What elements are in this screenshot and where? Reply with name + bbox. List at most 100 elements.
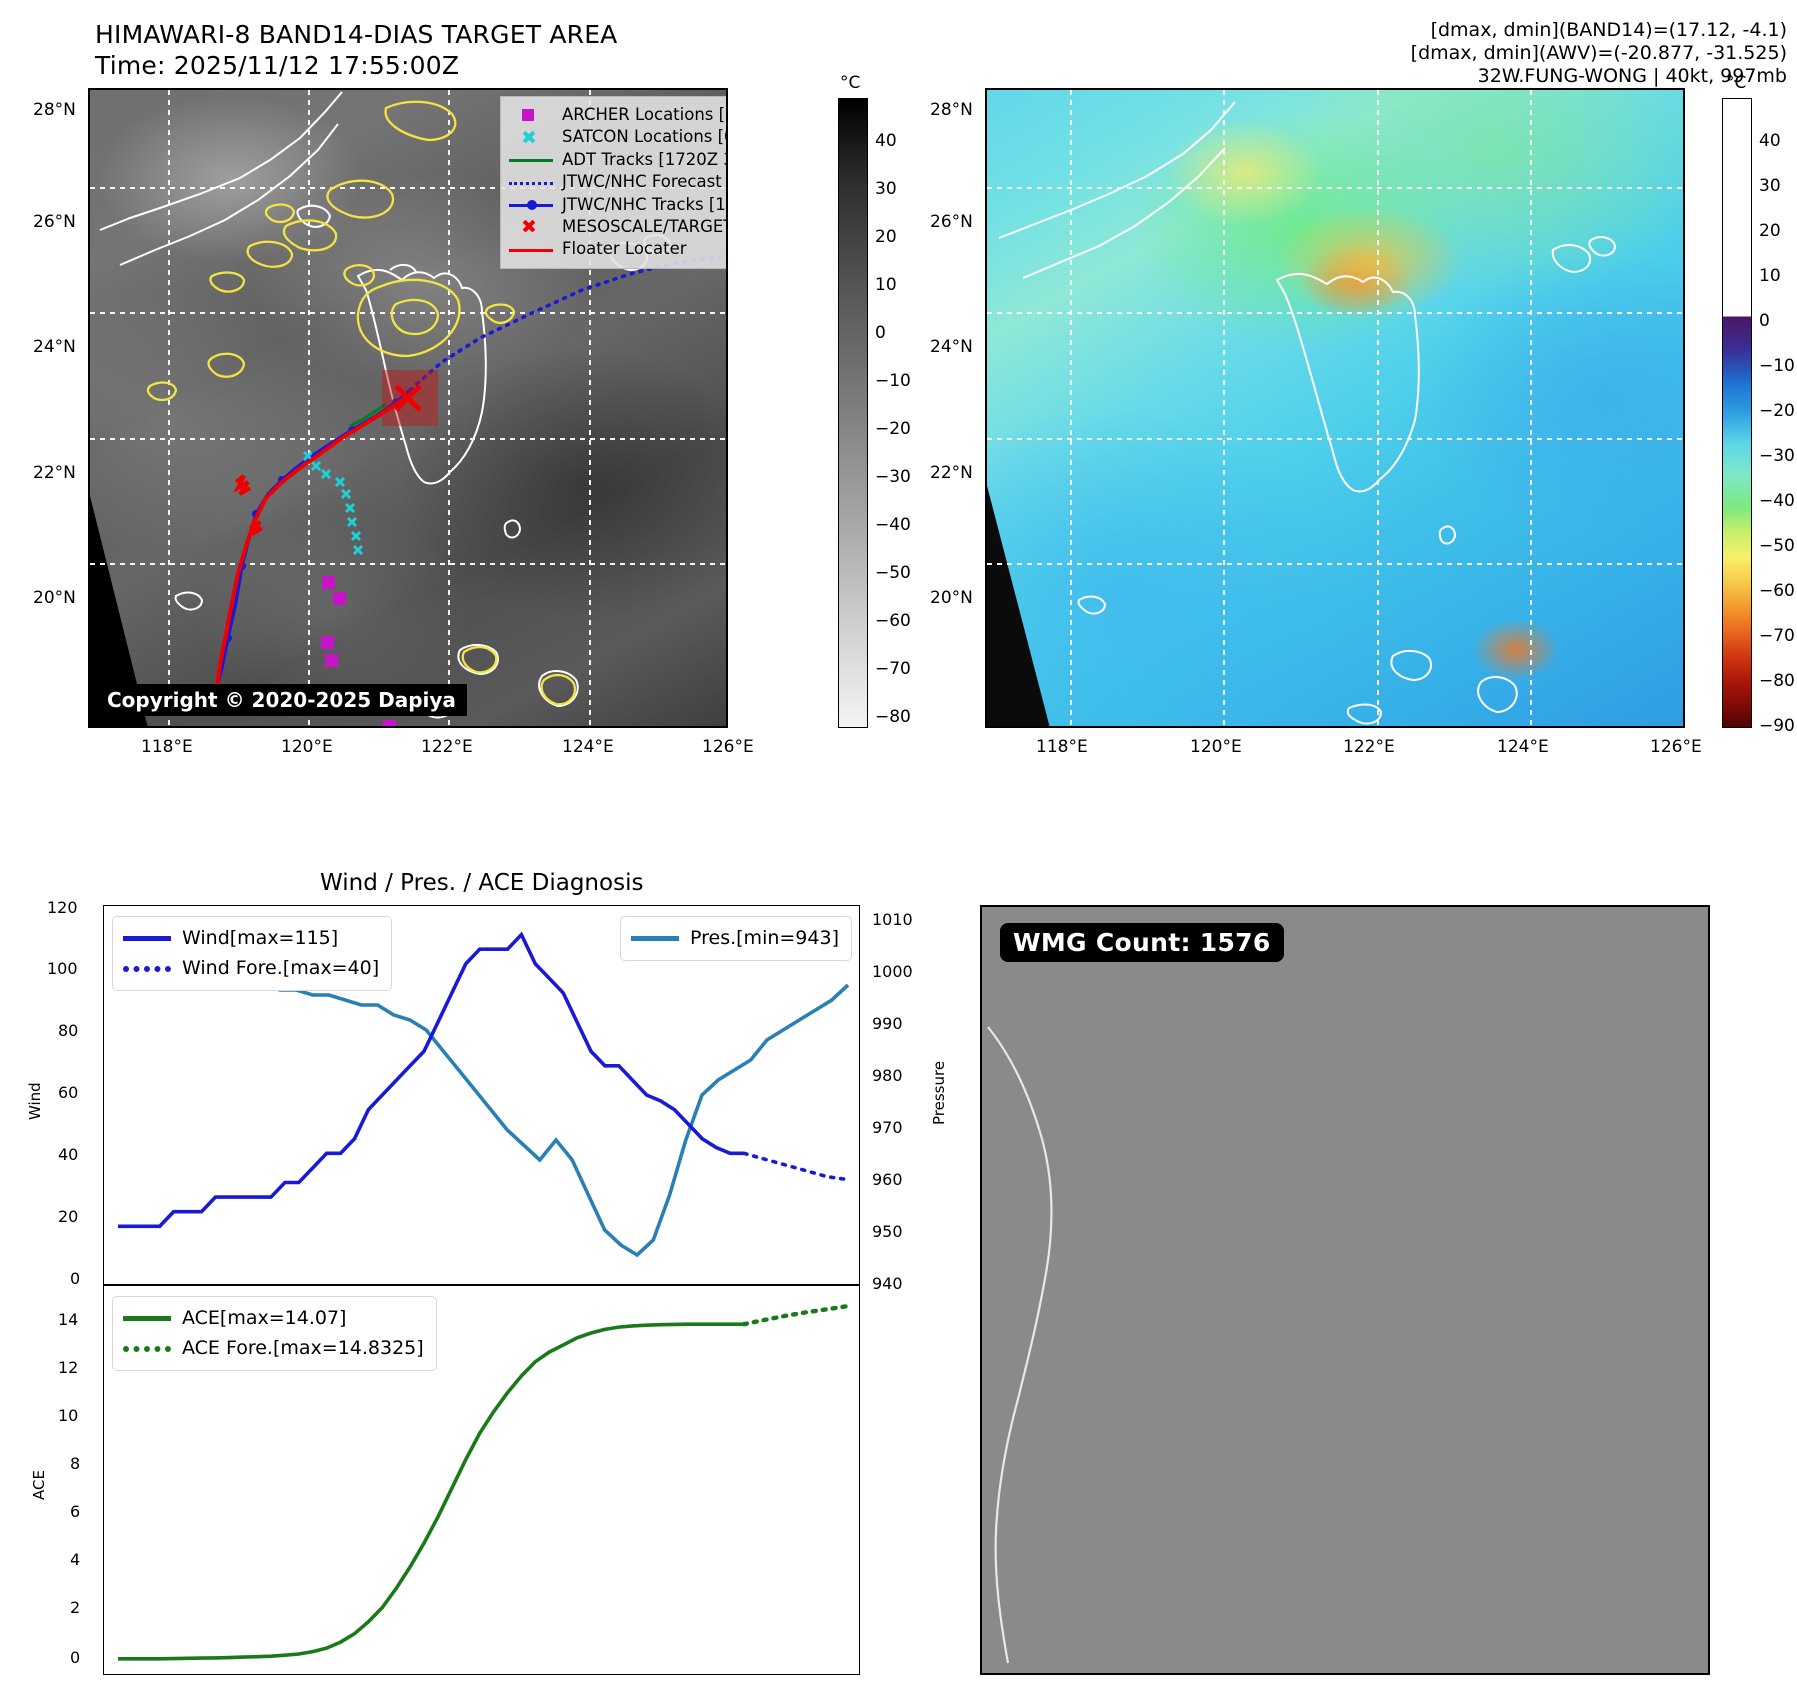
ace-chart-legend: ACE[max=14.07] ACE Fore.[max=14.8325] xyxy=(112,1296,437,1371)
stats-awv: [dmax, dmin](AWV)=(-20.877, -31.525) xyxy=(1410,42,1787,64)
wv-xtick-118e: 118°E xyxy=(1036,737,1088,757)
ir-cb-tick: 20 xyxy=(875,227,897,247)
pressure-ytick: 940 xyxy=(872,1274,903,1293)
ace-ytick: 2 xyxy=(70,1598,81,1617)
legend-label: Floater Locater xyxy=(562,239,687,259)
wv-xtick-124e: 124°E xyxy=(1497,737,1549,757)
ir-cb-tick: 30 xyxy=(875,179,897,199)
wv-cb-tick: 10 xyxy=(1759,266,1781,286)
ace-ytick: 4 xyxy=(70,1550,81,1569)
pressure-ytick: 980 xyxy=(872,1066,903,1085)
pressure-ytick: 960 xyxy=(872,1170,903,1189)
wv-ytick-28n: 28°N xyxy=(930,100,973,120)
red-wobble-segments xyxy=(233,474,264,536)
legend-item-wind-forecast: Wind Fore.[max=40] xyxy=(123,953,379,983)
pressure-ytick: 1000 xyxy=(872,962,913,981)
wv-overlay-vector xyxy=(998,101,1617,725)
legend-item-satcon: ✖ SATCON Locations [0730Z 38 995] xyxy=(509,126,726,149)
ir-cb-tick: −50 xyxy=(875,563,911,583)
wmg-count-badge: WMG Count: 1576 xyxy=(1000,923,1284,962)
ir-cb-tick: −20 xyxy=(875,419,911,439)
archer-square-icon xyxy=(509,107,553,123)
wv-cb-tick: −80 xyxy=(1759,671,1795,691)
wind-ytick: 120 xyxy=(47,898,78,917)
gridline-lon-118e xyxy=(168,90,170,726)
ir-cb-tick: −10 xyxy=(875,371,911,391)
pressure-ytick: 950 xyxy=(872,1222,903,1241)
pressure-axis-label: Pressure xyxy=(930,1060,948,1125)
legend-label: ADT Tracks [1720Z 34.0 997.7] xyxy=(562,149,726,169)
wv-cb-tick: −10 xyxy=(1759,356,1795,376)
wv-satellite-image[interactable] xyxy=(985,88,1685,728)
wv-cb-tick: −30 xyxy=(1759,446,1795,466)
wv-cb-tick: 0 xyxy=(1759,311,1770,331)
mesoscale-target-x xyxy=(394,384,422,412)
gridline-lat-26n xyxy=(90,187,726,189)
jtwc-forecast-track xyxy=(408,254,726,392)
track-line-marker-icon xyxy=(509,197,553,213)
wind-ytick: 40 xyxy=(58,1145,79,1164)
wv-cb-tick: −70 xyxy=(1759,626,1795,646)
ace-plot xyxy=(118,1303,851,1661)
ir-xtick-120e: 120°E xyxy=(281,737,333,757)
ir-colorbar xyxy=(838,98,868,728)
wv-colorbar xyxy=(1722,98,1752,728)
legend-label: JTWC/NHC Tracks [12/1200Z] xyxy=(562,194,726,214)
ace-ytick: 8 xyxy=(70,1454,81,1473)
wind-forecast-dotted-icon xyxy=(123,959,171,977)
ir-xtick-118e: 118°E xyxy=(141,737,193,757)
ir-xtick-126e: 126°E xyxy=(702,737,754,757)
legend-label: SATCON Locations [0730Z 38 995] xyxy=(562,127,726,147)
ace-axis-label: ACE xyxy=(30,1470,48,1500)
legend-label: ACE[max=14.07] xyxy=(182,1307,347,1329)
wv-cb-tick: −60 xyxy=(1759,581,1795,601)
wv-ytick-22n: 22°N xyxy=(930,463,973,483)
wind-ytick: 20 xyxy=(58,1207,79,1226)
wmg-mosaic-panel[interactable]: WMG Count: 1576 xyxy=(980,905,1710,1675)
ir-ytick-24n: 24°N xyxy=(33,337,76,357)
gridline-lon-120e xyxy=(1223,90,1225,726)
ir-cb-tick: 0 xyxy=(875,323,886,343)
target-x-icon: ✖ xyxy=(521,216,537,239)
ir-cb-tick: −60 xyxy=(875,611,911,631)
stats-band14: [dmax, dmin](BAND14)=(17.12, -4.1) xyxy=(1430,19,1787,41)
floater-locater-track xyxy=(214,392,414,695)
copyright-label: Copyright © 2020-2025 Dapiya xyxy=(96,684,467,716)
satcon-x-icon: ✖ xyxy=(521,126,537,149)
satcon-location-markers xyxy=(302,450,364,556)
wind-ytick: 100 xyxy=(47,959,78,978)
wv-cb-tick: −40 xyxy=(1759,491,1795,511)
forecast-dotted-line-icon xyxy=(509,174,553,190)
wind-ytick: 60 xyxy=(58,1083,79,1102)
legend-item-ace-forecast: ACE Fore.[max=14.8325] xyxy=(123,1333,424,1363)
wv-ytick-26n: 26°N xyxy=(930,212,973,232)
page-subtitle-time: Time: 2025/11/12 17:55:00Z xyxy=(95,51,460,80)
wv-xtick-120e: 120°E xyxy=(1190,737,1242,757)
legend-item-jtwc-tracks: JTWC/NHC Tracks [12/1200Z] xyxy=(509,194,726,216)
legend-label: Wind Fore.[max=40] xyxy=(182,957,380,979)
pressure-chart-legend: Pres.[min=943] xyxy=(620,916,852,961)
ir-ytick-20n: 20°N xyxy=(33,588,76,608)
legend-item-wind: Wind[max=115] xyxy=(123,923,379,953)
gridline-lat-20n xyxy=(987,563,1683,565)
chart-title: Wind / Pres. / ACE Diagnosis xyxy=(320,870,644,896)
gridline-lon-120e xyxy=(308,90,310,726)
wv-cb-tick: 20 xyxy=(1759,221,1781,241)
legend-item-ace: ACE[max=14.07] xyxy=(123,1303,424,1333)
gridline-lon-124e xyxy=(1530,90,1532,726)
storm-summary: 32W.FUNG-WONG | 40kt, 997mb xyxy=(1477,65,1787,87)
ir-ytick-22n: 22°N xyxy=(33,463,76,483)
wmg-coastline xyxy=(987,1026,1053,1664)
gridline-lat-24n xyxy=(90,312,726,314)
wv-cb-tick: 40 xyxy=(1759,131,1781,151)
ir-map-legend: ARCHER Locations [0738Z] ✖ SATCON Locati… xyxy=(500,96,726,269)
adt-track xyxy=(349,402,387,428)
ir-satellite-image[interactable]: Copyright © 2020-2025 Dapiya ARCHER Loca… xyxy=(88,88,728,728)
legend-label: Wind[max=115] xyxy=(182,927,339,949)
page-title: HIMAWARI-8 BAND14-DIAS TARGET AREA xyxy=(95,20,618,49)
wind-ytick: 80 xyxy=(58,1021,79,1040)
ace-ytick: 6 xyxy=(70,1502,81,1521)
ir-ytick-26n: 26°N xyxy=(33,212,76,232)
pressure-ytick: 990 xyxy=(872,1014,903,1033)
